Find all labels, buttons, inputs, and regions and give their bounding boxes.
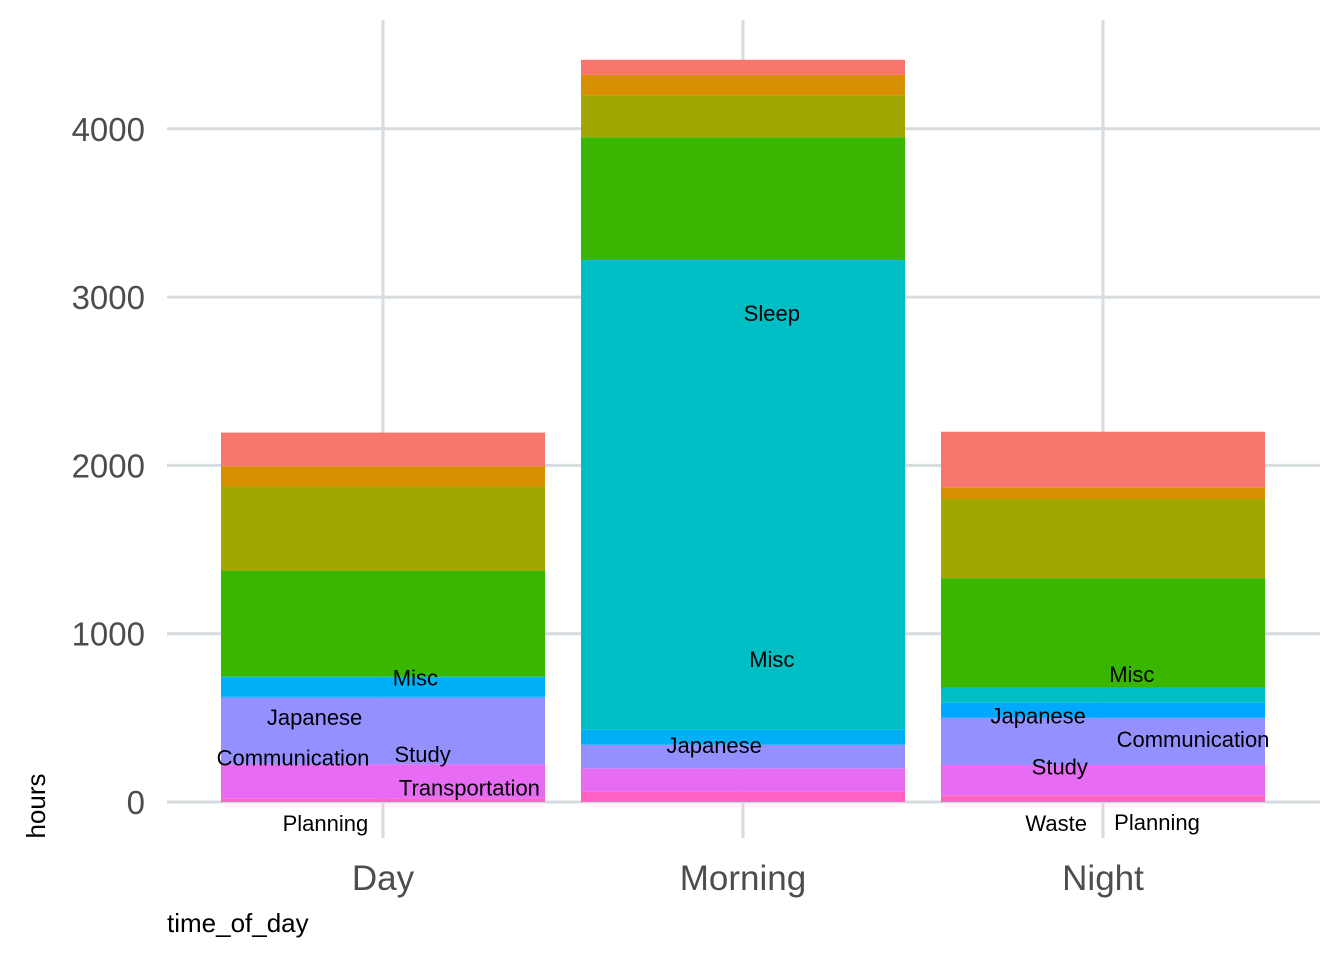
bar-segment <box>221 764 545 799</box>
segment-label: Study <box>1032 755 1088 780</box>
bar-segment <box>221 677 545 697</box>
bar-segment <box>221 570 545 677</box>
segment-label: Communication <box>217 745 370 770</box>
bar-segment <box>941 578 1265 688</box>
segment-label: Planning <box>283 811 369 836</box>
bar-segment <box>941 499 1265 579</box>
segment-label: Waste <box>1025 811 1087 836</box>
y-axis-title: hours <box>21 773 51 838</box>
y-tick-label: 4000 <box>72 111 145 148</box>
bar-segment <box>941 487 1265 500</box>
bar-segment <box>941 764 1265 796</box>
y-tick-label: 1000 <box>72 616 145 653</box>
bar-segment <box>581 74 905 96</box>
bar-segment <box>581 137 905 261</box>
x-axis-title: time_of_day <box>167 908 309 938</box>
bar-segment <box>941 717 1265 765</box>
segment-label: Japanese <box>267 705 362 730</box>
segment-label: Sleep <box>744 301 800 326</box>
segment-label: Study <box>394 742 450 767</box>
segment-label: Misc <box>749 647 794 672</box>
bar-stack-night <box>941 431 1265 802</box>
bar-segment <box>581 95 905 138</box>
y-tick-label: 2000 <box>72 447 145 484</box>
bar-segment <box>221 696 545 698</box>
x-tick-label: Morning <box>680 859 806 898</box>
y-tick-label: 0 <box>127 784 145 821</box>
bar-segment <box>581 791 905 802</box>
axes: 0 1000 2000 3000 4000 Day Morning Night <box>72 111 1145 898</box>
bar-segment <box>221 486 545 571</box>
segment-label: Misc <box>393 665 438 690</box>
bar-stack-morning <box>581 59 905 802</box>
bar-segment <box>941 795 1265 797</box>
bar-segment <box>941 702 1265 718</box>
bar-segment <box>221 432 545 467</box>
y-tick-label: 3000 <box>72 279 145 316</box>
segment-label: Transportation <box>399 776 540 801</box>
bar-stack-day <box>221 432 545 802</box>
bar-segment <box>941 796 1265 802</box>
segment-label: Communication <box>1117 727 1270 752</box>
bar-segment <box>221 799 545 802</box>
bars <box>221 59 1265 802</box>
x-tick-label: Night <box>1062 859 1144 898</box>
bar-segment <box>941 431 1265 488</box>
bar-segment <box>581 729 905 745</box>
bar-segment <box>221 466 545 487</box>
bar-segment <box>581 768 905 792</box>
x-tick-label: Day <box>352 859 415 898</box>
segment-label: Japanese <box>666 733 761 758</box>
segment-labels: Misc Japanese Communication Study Transporta… <box>217 301 1270 836</box>
bar-segment <box>941 687 1265 703</box>
bar-segment <box>581 260 905 730</box>
bar-segment <box>221 676 545 678</box>
bar-segment <box>221 697 545 765</box>
bar-segment <box>581 744 905 769</box>
bar-segment <box>221 798 545 800</box>
segment-label: Planning <box>1114 810 1200 835</box>
segment-label: Japanese <box>990 703 1085 728</box>
segment-label: Misc <box>1109 662 1154 687</box>
bar-segment <box>581 59 905 75</box>
